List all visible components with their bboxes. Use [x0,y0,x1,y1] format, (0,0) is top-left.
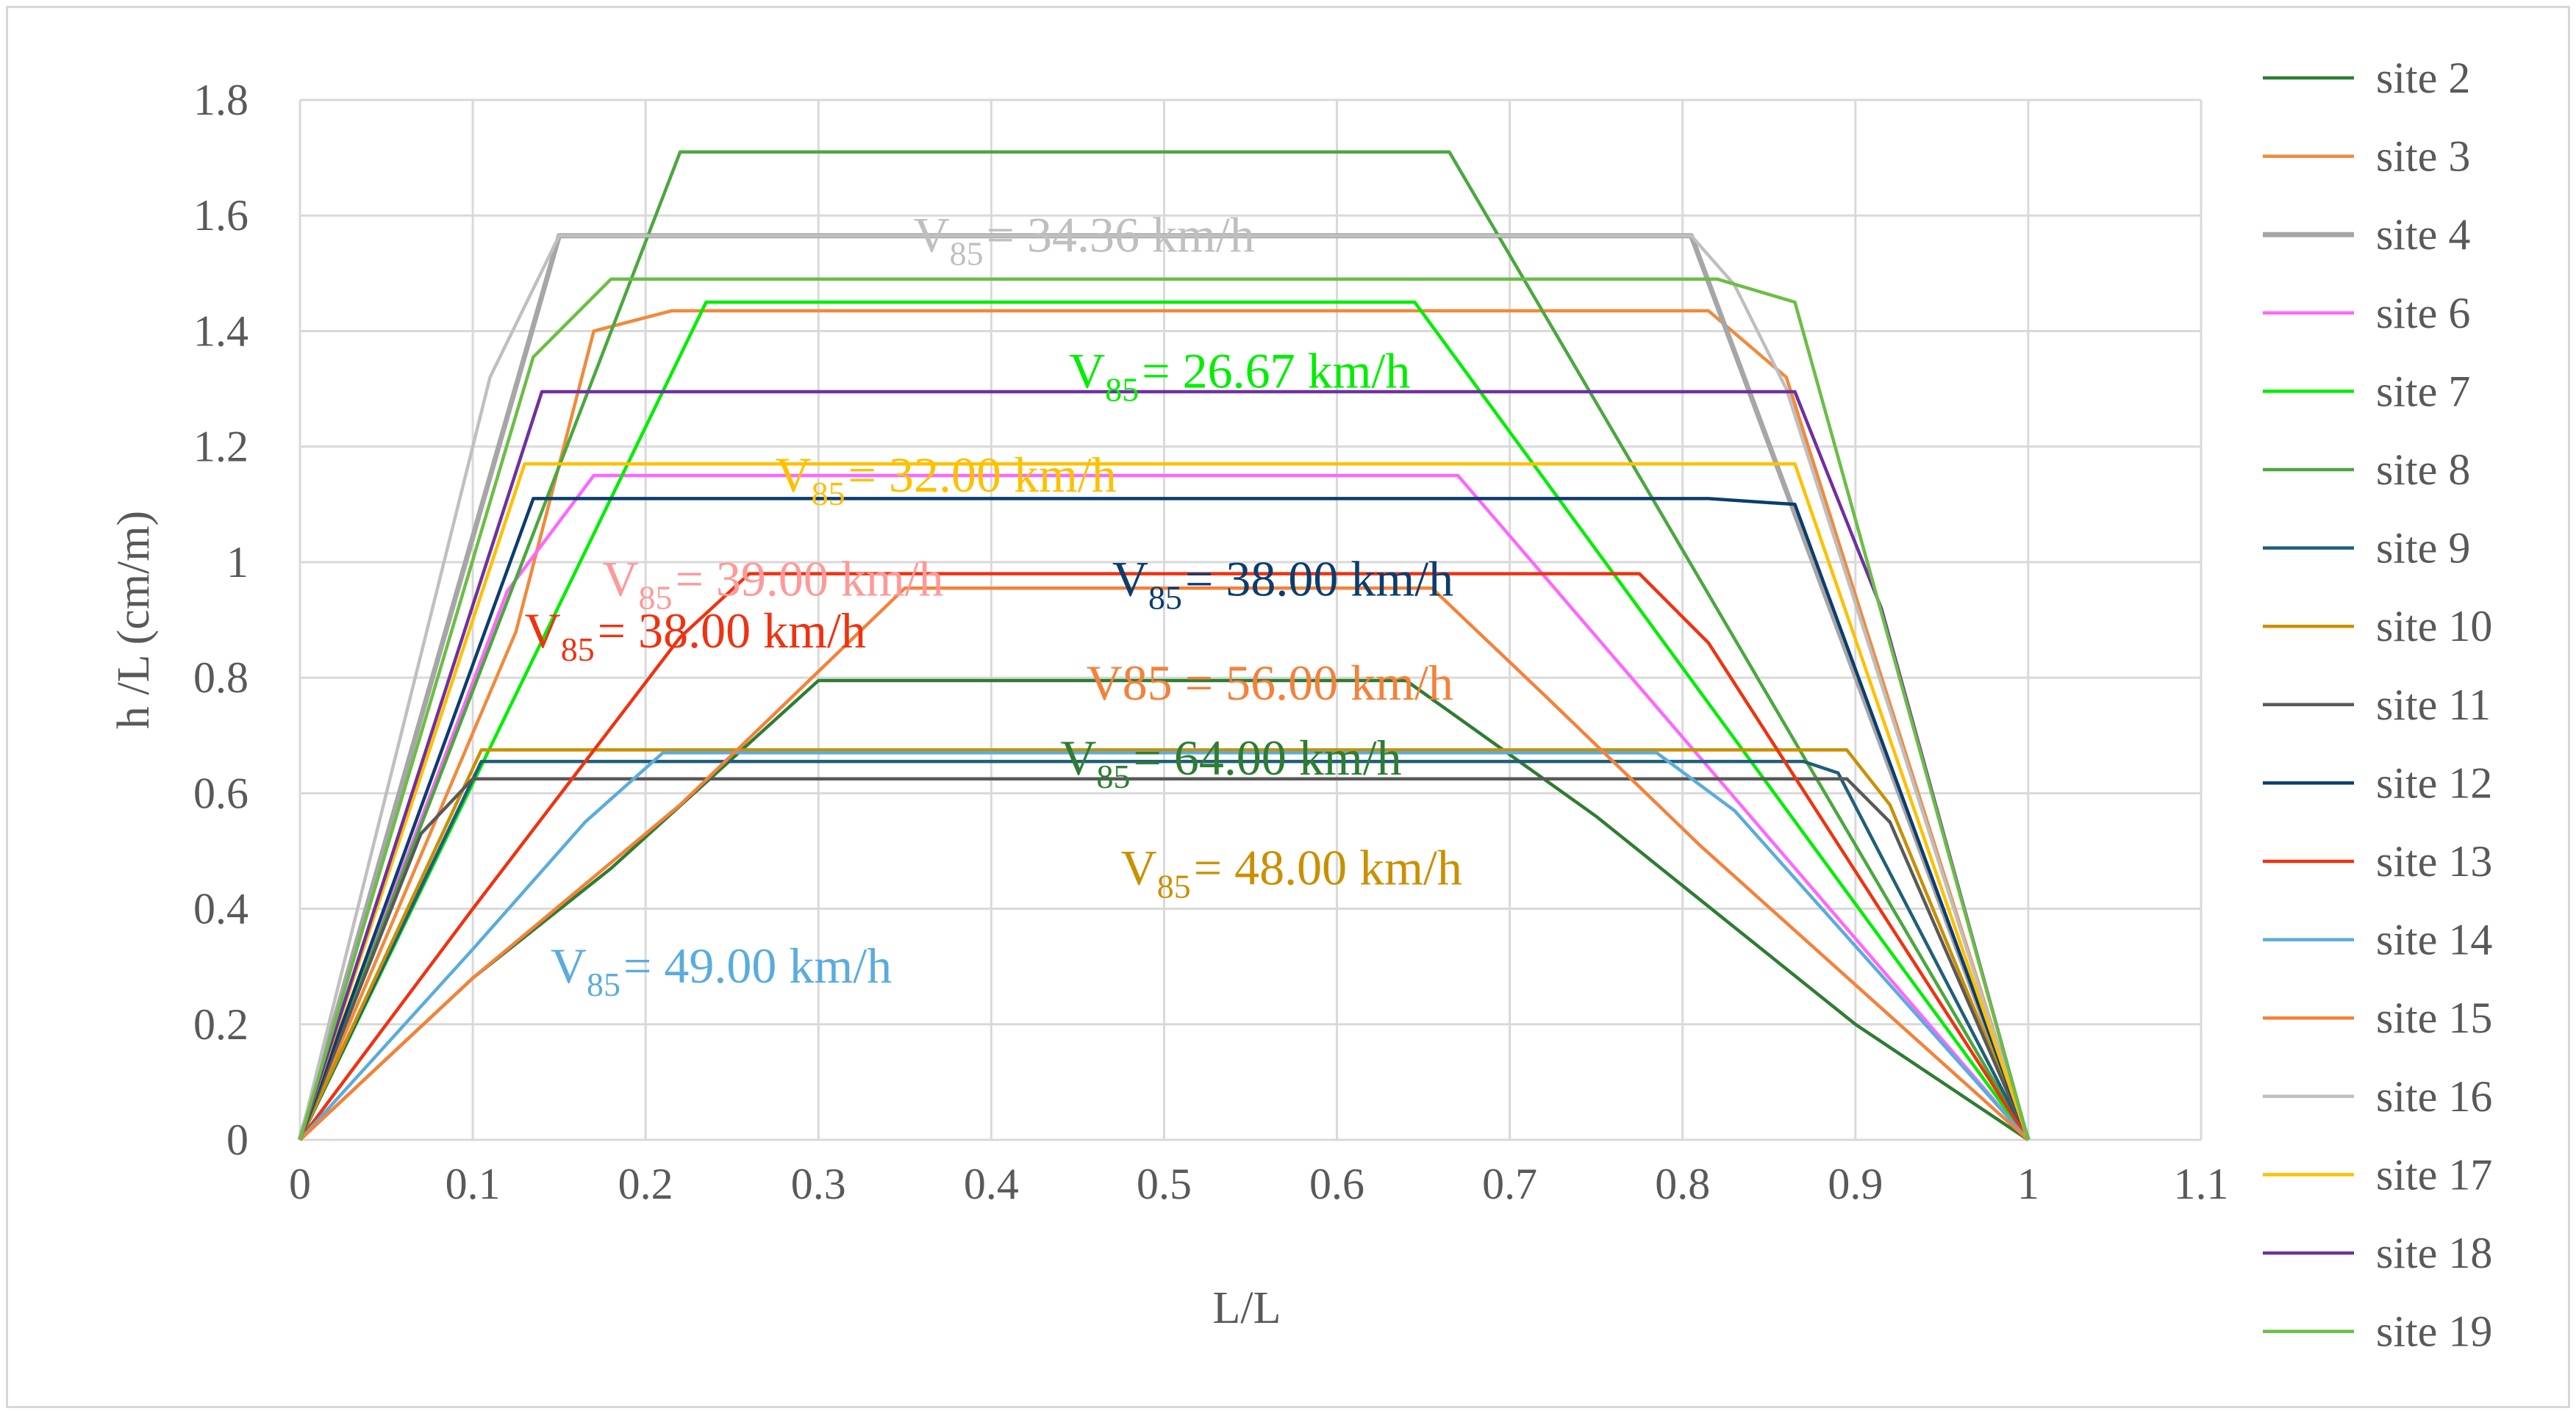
v85-annotation: V85= 38.00 km/h [1112,550,1453,616]
x-tick-label: 0.2 [618,1160,673,1208]
series-line-site-17 [298,462,2031,1141]
legend-label: site 3 [2376,132,2470,181]
x-tick-label: 0.5 [1137,1160,1192,1208]
series-line-site-12 [298,497,2031,1141]
v85-annotation: V85= 49.00 km/h [551,938,892,1003]
v85-annotation: V85= 26.67 km/h [1069,342,1410,408]
y-tick-label: 1.8 [193,76,248,124]
x-tick-label: 0.1 [446,1160,501,1208]
series-line-site-13 [298,572,2030,1141]
series-line-site-15 [298,586,2030,1141]
legend-label: site 19 [2376,1307,2492,1356]
chart-frame [6,6,2570,1408]
legend-label: site 13 [2376,837,2492,886]
x-axis-title: L/L [1213,1283,1281,1333]
v85-annotation: V85= 39.00 km/h [602,550,943,616]
y-tick-label: 0.8 [193,653,248,702]
legend-label: site 18 [2376,1229,2492,1277]
y-tick-label: 0 [226,1116,248,1164]
series-line-site-3 [298,309,2031,1141]
y-tick-label: 0.2 [193,1000,248,1049]
x-tick-label: 0.6 [1309,1160,1364,1208]
series-line-site-10 [298,748,2030,1141]
legend-label: site 15 [2376,994,2492,1042]
legend-label: site 6 [2376,289,2470,337]
series-line-site-16 [298,234,2031,1141]
legend-label: site 16 [2376,1072,2492,1121]
series-line-site-6 [298,473,2030,1141]
series-lines [297,150,2031,1141]
x-tick-label: 0.4 [964,1160,1019,1208]
y-tick-label: 1.4 [193,306,248,355]
x-tick-label: 0.9 [1828,1160,1883,1208]
series-line-site-7 [298,300,2030,1141]
legend-label: site 10 [2376,602,2492,650]
axes: 0 0.1 0.2 0.3 0.4 0.5 0.6 0.7 0.8 0.9 1 1.1 0 0.2 0.4 0… [109,76,2229,1333]
x-tick-label: 0 [289,1160,311,1208]
x-tick-label: 1.1 [2174,1160,2229,1208]
x-tick-label: 0.3 [791,1160,846,1208]
v85-annotation: V85= 32.00 km/h [776,447,1117,512]
series-line-site-14 [298,751,2030,1141]
gridlines [298,98,2203,1141]
legend: site 2 site 3 site 4 site 6 site 7 site 8 site… [2263,54,2492,1356]
x-tick-label: 1 [2017,1160,2039,1208]
legend-label: site 2 [2376,54,2470,102]
y-tick-label: 1.6 [193,191,248,240]
v85-annotation: V85= 34.36 km/h [914,207,1255,273]
series-line-site-9 [298,759,2030,1141]
legend-label: site 9 [2376,524,2470,573]
x-tick-label: 0.8 [1655,1160,1710,1208]
v85-annotation: V85= 38.00 km/h [525,603,866,668]
y-tick-label: 1.2 [193,423,248,471]
v85-annotation: V85 = 56.00 km/h [1087,655,1453,711]
v85-annotation: V85= 64.00 km/h [1060,730,1401,795]
series-line-site-19 [298,277,2031,1141]
legend-label: site 12 [2376,758,2492,807]
legend-label: site 4 [2376,210,2470,259]
legend-label: site 17 [2376,1150,2492,1199]
legend-label: site 11 [2376,681,2491,729]
legend-label: site 7 [2376,367,2470,415]
y-tick-label: 0.6 [193,769,248,817]
x-tick-label: 0.7 [1482,1160,1537,1208]
legend-label: site 8 [2376,445,2470,494]
legend-label: site 14 [2376,916,2492,964]
v85-annotation: V85= 48.00 km/h [1121,840,1462,905]
y-tick-label: 0.4 [193,885,248,933]
y-tick-label: 1 [226,538,248,586]
series-line-site-8 [298,150,2030,1141]
annotations: V85= 34.36 km/h V85= 26.67 km/h V85= 32.00… [525,207,1462,1003]
y-axis-title: h /L (cm/m) [109,511,159,729]
series-line-site-11 [298,777,2030,1141]
